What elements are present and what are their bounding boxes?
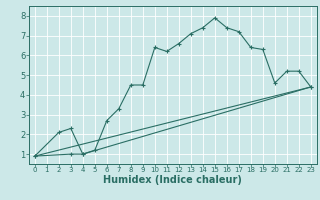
X-axis label: Humidex (Indice chaleur): Humidex (Indice chaleur) xyxy=(103,175,242,185)
